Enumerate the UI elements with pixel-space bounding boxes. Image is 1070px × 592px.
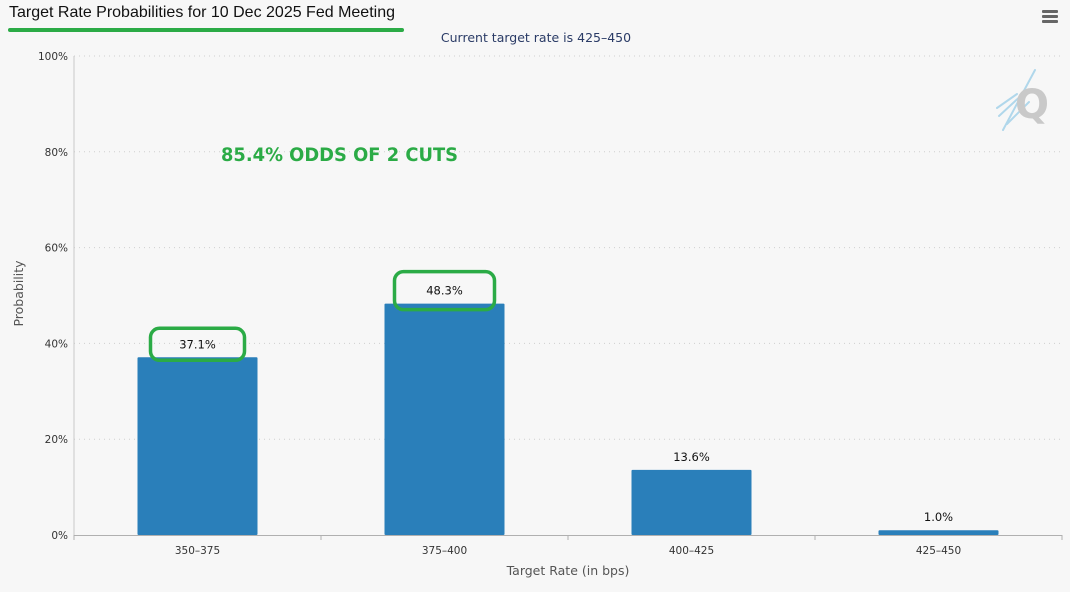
x-axis-title: Target Rate (in bps) xyxy=(506,563,630,578)
y-tick-label: 100% xyxy=(38,51,68,63)
data-label: 1.0% xyxy=(924,510,953,524)
bar-375–400[interactable] xyxy=(384,303,505,535)
hamburger-menu-icon[interactable] xyxy=(1039,8,1061,26)
title-underline-highlight xyxy=(8,28,404,32)
chart-subtitle: Current target rate is 425–450 xyxy=(440,30,632,45)
bar-350–375[interactable] xyxy=(137,357,258,535)
highlight-box xyxy=(148,326,247,363)
y-axis-title: Probability xyxy=(11,260,26,327)
y-tick-label: 80% xyxy=(45,147,68,159)
highlight-box xyxy=(392,269,497,312)
y-tick-label: 60% xyxy=(45,243,68,255)
y-tick-label: 20% xyxy=(45,434,68,446)
bar-425–450[interactable] xyxy=(878,530,999,535)
y-tick-label: 40% xyxy=(45,338,68,350)
x-tick-label: 425–450 xyxy=(916,545,961,557)
x-tick-label: 400–425 xyxy=(669,545,714,557)
x-tick-label: 375–400 xyxy=(422,545,467,557)
svg-text:Q: Q xyxy=(1015,82,1049,128)
data-label: 48.3% xyxy=(426,284,463,298)
data-label: 13.6% xyxy=(673,450,710,464)
odds-callout: 85.4% ODDS OF 2 CUTS xyxy=(221,144,458,166)
q-logo-icon: Q xyxy=(996,69,1049,131)
bar-400–425[interactable] xyxy=(631,469,752,535)
x-tick-label: 350–375 xyxy=(175,545,220,557)
y-tick-label: 0% xyxy=(51,530,68,542)
chart-title: Target Rate Probabilities for 10 Dec 202… xyxy=(9,4,395,21)
data-label: 37.1% xyxy=(179,337,216,351)
